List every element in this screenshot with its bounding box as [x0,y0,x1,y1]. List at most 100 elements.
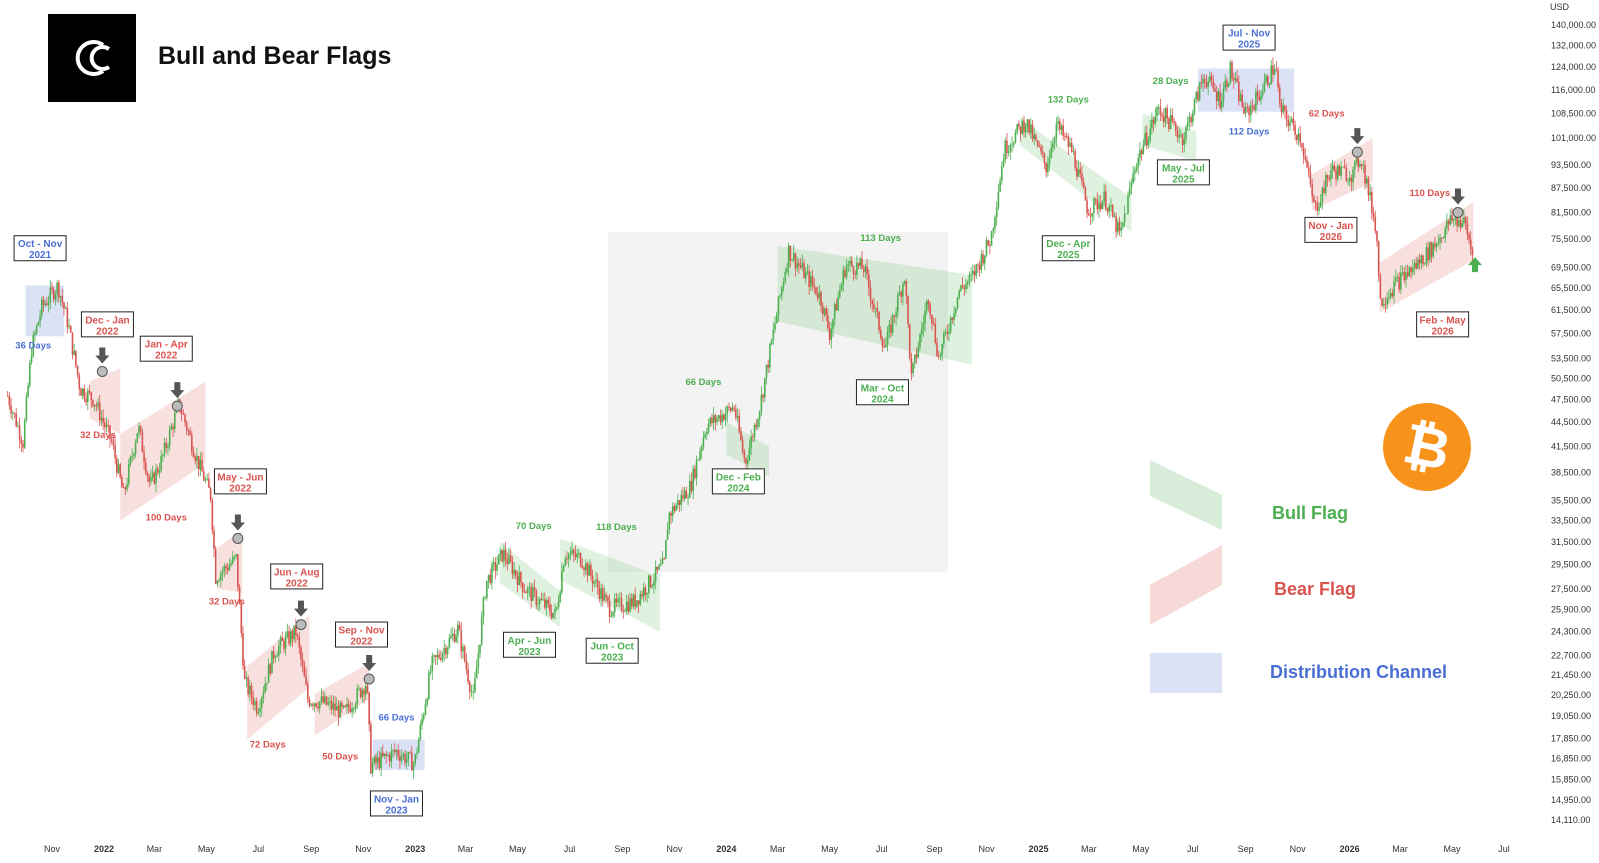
candle-body [56,282,58,294]
period-label-year: 2023 [601,653,624,664]
candle-body [619,598,621,599]
candle-body [110,439,113,442]
candle-body [81,388,84,396]
candle-up [1198,81,1201,102]
candle-body [949,317,952,332]
candle-body [591,575,594,584]
candle-body [470,691,473,693]
candle-body [1439,237,1441,243]
candle-body [214,548,217,584]
candle-body [47,302,50,305]
candle-down [18,417,21,449]
candle-down [1328,174,1331,182]
candle-up [168,425,171,451]
candle-body [25,396,28,421]
candle-up [567,552,570,568]
period-label-range: Nov - Jan [374,794,419,805]
candle-body [209,487,212,500]
candle-body [726,406,729,415]
candle-up [692,465,694,500]
candle-body [356,688,359,705]
candle-down [936,337,938,358]
candle-up [949,315,952,335]
candle-body [233,556,236,558]
candle-body [574,553,577,558]
candle-body [320,696,323,702]
candle-down [344,704,347,708]
candle-up [1401,265,1404,277]
candle-body [1140,150,1143,154]
duration-label: 66 Days [379,713,415,724]
candle-body [724,414,727,421]
candle-up [1222,82,1225,108]
candle-up [842,264,845,292]
candle-body [194,457,197,461]
candle-up [717,414,720,422]
candle-down [185,420,188,435]
candle-up [847,260,850,273]
candle-up [387,752,389,758]
candle-up [1325,171,1327,197]
candle-up [1024,123,1027,139]
candle-body [376,757,379,763]
candle-body [1139,150,1141,158]
candle-body [395,750,398,753]
candle-body [1306,159,1308,168]
candle-body [844,270,846,277]
candle-body [475,667,478,679]
candle-body [811,276,814,285]
period-label-year: 2022 [286,578,309,589]
candle-down [51,282,53,295]
candle-up [356,683,359,709]
candle-up [402,751,405,761]
candle-body [615,598,618,603]
candle-body [1217,91,1220,102]
candle-up [371,757,374,778]
candle-up [1227,82,1230,88]
candle-body [1376,231,1378,242]
candle-down [1381,298,1383,307]
candle-body [1011,144,1013,146]
candle-up [624,608,626,613]
candle-down [194,454,197,465]
candle-down [1287,114,1290,132]
candle-down [743,449,746,463]
candle-body [167,446,169,448]
candle-body [542,599,544,601]
candle-body [1234,78,1237,81]
candle-body [1096,199,1099,210]
candle-body [1127,195,1129,214]
candle-body [1215,91,1218,102]
candle-body [211,499,214,531]
touch-point [295,619,307,631]
candle-body [733,407,735,409]
candle-up [953,305,955,326]
candle-body [1268,84,1271,86]
candle-down [549,596,551,617]
candle-down [213,525,215,558]
candle-up [518,565,521,586]
candle-down [6,391,9,398]
candle-up [526,585,529,601]
candle-up [648,574,650,598]
candle-up [451,626,454,642]
candle-down [590,561,592,581]
candle-body [608,601,611,617]
candle-body [337,705,340,718]
candle-body [700,446,703,452]
candle-body [1149,128,1151,141]
candle-body [191,434,193,452]
down-arrow-icon [293,600,308,617]
candle-body [605,594,608,598]
candle-body [784,272,787,282]
candle-up [34,329,36,342]
candle-up [221,566,224,582]
candle-body [828,328,831,340]
candle-body [946,331,949,334]
candle-down [1079,162,1082,179]
candle-body [1151,119,1153,129]
candle-body [119,464,122,478]
y-axis: 140,000.00132,000.00124,000.00116,000.00… [1551,20,1596,825]
candle-body [513,570,515,575]
candle-up [1077,160,1080,177]
